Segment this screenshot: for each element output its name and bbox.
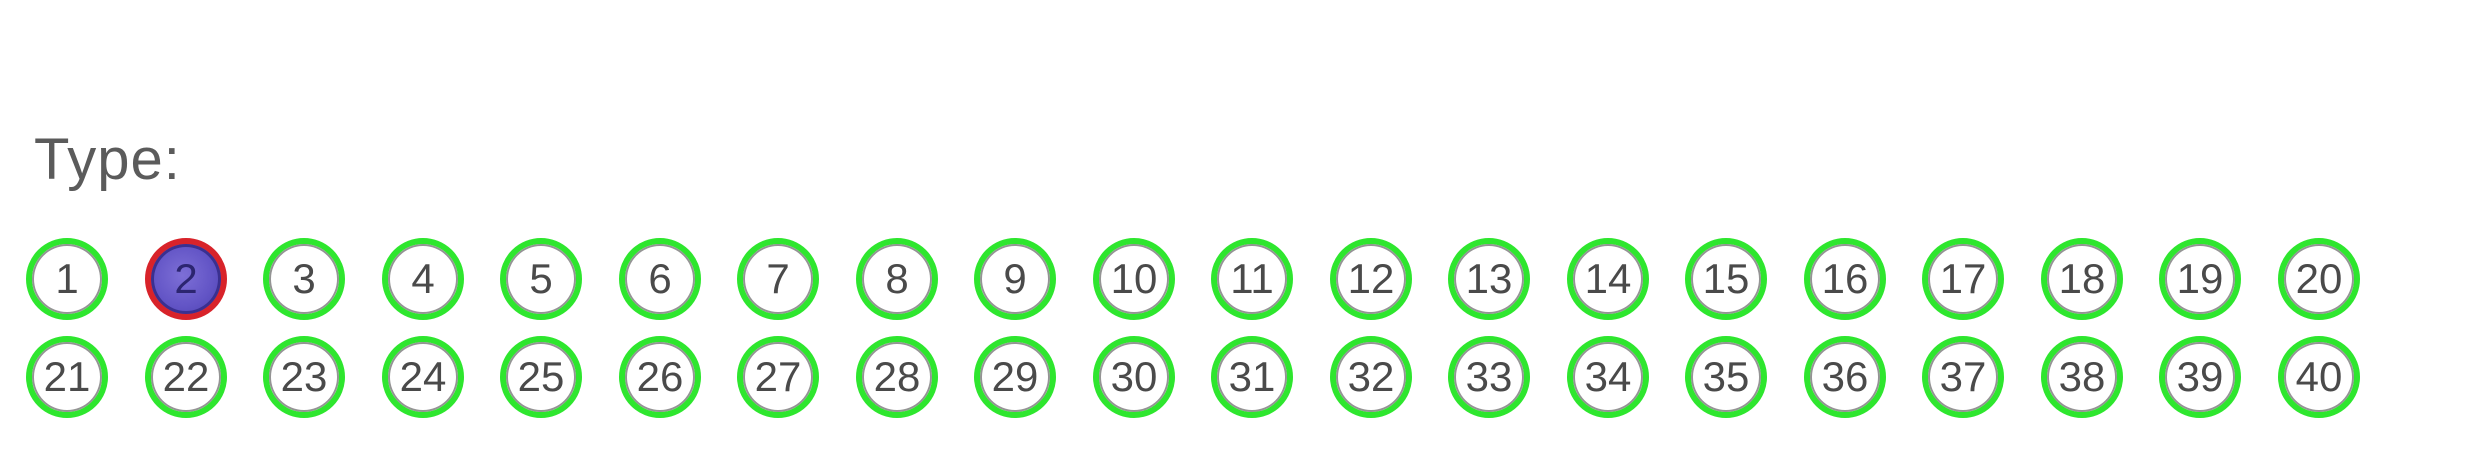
bubble-option-36[interactable]: 36 — [1804, 336, 1886, 418]
bubble-number: 33 — [1465, 353, 1513, 400]
bubble-option-9[interactable]: 9 — [974, 238, 1056, 320]
bubble-option-22[interactable]: 22 — [145, 336, 227, 418]
bubble-number: 16 — [1821, 255, 1869, 302]
bubble-option-39[interactable]: 39 — [2159, 336, 2241, 418]
bubble-number: 37 — [1939, 353, 1987, 400]
bubble-option-35[interactable]: 35 — [1685, 336, 1767, 418]
bubble-option-34[interactable]: 34 — [1567, 336, 1649, 418]
bubble-number: 40 — [2295, 353, 2343, 400]
bubble-option-17[interactable]: 17 — [1922, 238, 2004, 320]
bubble-number: 12 — [1347, 255, 1395, 302]
bubble-option-7[interactable]: 7 — [737, 238, 819, 320]
bubble-option-30[interactable]: 30 — [1093, 336, 1175, 418]
bubble-option-24[interactable]: 24 — [382, 336, 464, 418]
bubble-number: 19 — [2176, 255, 2224, 302]
bubble-option-40[interactable]: 40 — [2278, 336, 2360, 418]
bubble-number: 26 — [636, 353, 684, 400]
bubble-number: 15 — [1702, 255, 1750, 302]
bubble-option-11[interactable]: 11 — [1211, 238, 1293, 320]
bubble-number: 30 — [1110, 353, 1158, 400]
bubble-option-8[interactable]: 8 — [856, 238, 938, 320]
bubble-option-1[interactable]: 1 — [26, 238, 108, 320]
bubble-number: 7 — [766, 255, 790, 302]
bubble-number: 31 — [1228, 353, 1276, 400]
bubble-option-26[interactable]: 26 — [619, 336, 701, 418]
bubble-option-2[interactable]: 2 — [145, 238, 227, 320]
bubble-option-13[interactable]: 13 — [1448, 238, 1530, 320]
bubble-number: 32 — [1347, 353, 1395, 400]
bubble-number: 3 — [292, 255, 316, 302]
bubble-option-21[interactable]: 21 — [26, 336, 108, 418]
bubble-number: 11 — [1230, 255, 1274, 302]
bubble-number: 2 — [174, 255, 198, 302]
bubble-number: 22 — [162, 353, 210, 400]
bubble-number: 18 — [2058, 255, 2106, 302]
bubble-number: 5 — [529, 255, 553, 302]
bubble-option-29[interactable]: 29 — [974, 336, 1056, 418]
bubble-number: 9 — [1003, 255, 1027, 302]
bubble-number: 35 — [1702, 353, 1750, 400]
bubble-option-32[interactable]: 32 — [1330, 336, 1412, 418]
bubble-option-18[interactable]: 18 — [2041, 238, 2123, 320]
bubble-option-37[interactable]: 37 — [1922, 336, 2004, 418]
bubble-number: 4 — [411, 255, 435, 302]
bubble-option-25[interactable]: 25 — [500, 336, 582, 418]
bubble-number: 6 — [648, 255, 672, 302]
bubble-number: 36 — [1821, 353, 1869, 400]
bubble-option-31[interactable]: 31 — [1211, 336, 1293, 418]
bubble-number: 27 — [754, 353, 802, 400]
bubble-number: 29 — [991, 353, 1039, 400]
bubble-number: 25 — [517, 353, 565, 400]
bubble-option-38[interactable]: 38 — [2041, 336, 2123, 418]
bubble-option-15[interactable]: 15 — [1685, 238, 1767, 320]
bubble-number: 1 — [55, 255, 79, 302]
bubble-option-12[interactable]: 12 — [1330, 238, 1412, 320]
bubble-number: 34 — [1584, 353, 1632, 400]
bubble-option-19[interactable]: 19 — [2159, 238, 2241, 320]
bubble-number: 28 — [873, 353, 921, 400]
bubble-number: 39 — [2176, 353, 2224, 400]
bubble-option-23[interactable]: 23 — [263, 336, 345, 418]
bubble-option-33[interactable]: 33 — [1448, 336, 1530, 418]
bubble-number: 17 — [1939, 255, 1987, 302]
bubble-option-28[interactable]: 28 — [856, 336, 938, 418]
bubble-number: 24 — [399, 353, 447, 400]
bubble-option-10[interactable]: 10 — [1093, 238, 1175, 320]
bubble-number: 8 — [885, 255, 909, 302]
bubble-option-16[interactable]: 16 — [1804, 238, 1886, 320]
bubble-number: 13 — [1465, 255, 1513, 302]
bubble-option-20[interactable]: 20 — [2278, 238, 2360, 320]
type-label: Type: — [34, 127, 181, 192]
bubble-option-14[interactable]: 14 — [1567, 238, 1649, 320]
bubble-number: 21 — [43, 353, 91, 400]
bubble-number: 20 — [2295, 255, 2343, 302]
bubble-number: 10 — [1110, 255, 1158, 302]
bubble-option-5[interactable]: 5 — [500, 238, 582, 320]
bubble-number: 14 — [1584, 255, 1632, 302]
bubble-option-6[interactable]: 6 — [619, 238, 701, 320]
bubble-number: 23 — [280, 353, 328, 400]
bubble-option-4[interactable]: 4 — [382, 238, 464, 320]
bubble-number: 38 — [2058, 353, 2106, 400]
bubble-option-27[interactable]: 27 — [737, 336, 819, 418]
bubble-option-3[interactable]: 3 — [263, 238, 345, 320]
